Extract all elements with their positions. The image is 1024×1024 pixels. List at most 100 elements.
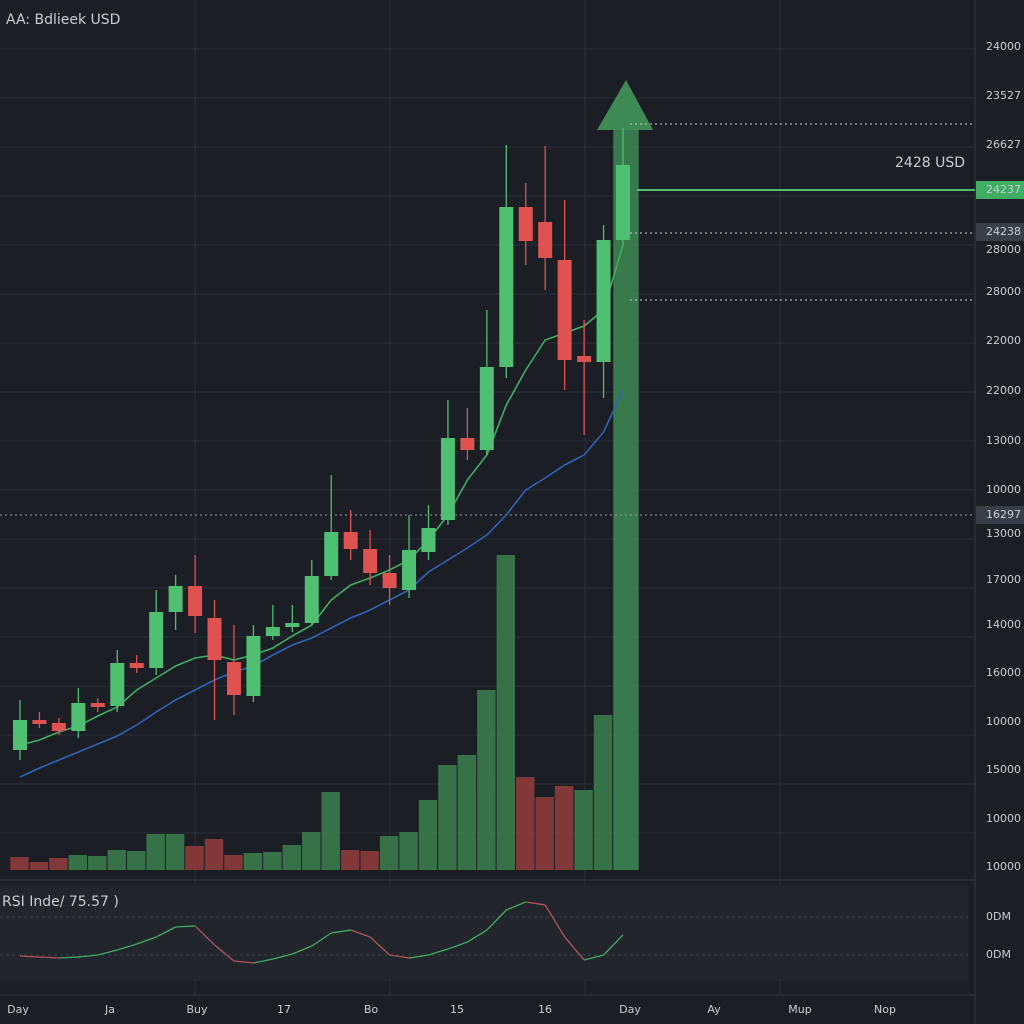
rsi-line <box>117 943 137 951</box>
candle-body <box>538 222 553 258</box>
volume-bar <box>146 834 165 870</box>
candle-body <box>382 573 397 588</box>
y-axis-label: 17000 <box>986 573 1021 586</box>
y-axis-label: 13000 <box>986 434 1021 447</box>
price-box <box>976 506 1024 524</box>
rsi-line <box>58 956 79 959</box>
volume-bar <box>107 850 126 870</box>
candle-body <box>324 532 339 576</box>
candle-body <box>596 240 611 362</box>
candle-body <box>90 703 105 707</box>
rsi-line <box>428 948 449 956</box>
price-box <box>976 181 1024 199</box>
rsi-line <box>447 941 468 950</box>
rsi-line <box>253 958 274 964</box>
rsi-line <box>233 960 254 964</box>
candle-body <box>577 356 592 362</box>
y-axis-label: 26627 <box>986 138 1021 151</box>
candle-body <box>285 623 300 627</box>
candle-body <box>71 703 86 731</box>
volume-bar <box>243 853 263 870</box>
x-axis-label: Day <box>7 1003 29 1016</box>
chart-title: AA: Bdlieek USD <box>6 12 120 28</box>
volume-bar <box>593 715 613 870</box>
volume-bar <box>613 130 639 870</box>
candle-body <box>460 438 475 450</box>
y-axis-label: 14000 <box>986 618 1021 631</box>
volume-bar <box>554 786 574 870</box>
volume-bar <box>224 855 243 870</box>
volume-bar <box>302 832 321 870</box>
candle-body <box>246 636 261 696</box>
rsi-panel <box>0 885 968 981</box>
candle-body <box>343 532 358 549</box>
candle-body <box>304 576 319 623</box>
candle-body <box>479 367 494 450</box>
rsi-line <box>350 929 371 938</box>
rsi-line <box>486 909 507 931</box>
volume-bar <box>282 845 302 870</box>
rsi-line <box>272 953 293 960</box>
price-box-label: 24237 <box>986 183 1021 196</box>
price-annotation: 2428 USD <box>895 155 965 171</box>
rsi-line <box>544 904 566 938</box>
rsi-line <box>136 936 157 945</box>
y-axis-label: 10000 <box>986 715 1021 728</box>
volume-bar <box>438 765 457 870</box>
volume-bar <box>457 755 477 870</box>
candle-body <box>51 723 66 731</box>
candle-body <box>518 207 533 241</box>
y-axis-label: 22000 <box>986 384 1021 397</box>
volume-bar <box>29 862 49 870</box>
candle-body <box>226 662 241 695</box>
y-axis-label: 23527 <box>986 89 1021 102</box>
rsi-line <box>97 949 118 956</box>
rsi-axis-label: 0DM <box>986 948 1011 961</box>
volume-bar <box>126 851 146 870</box>
rsi-title: RSI Inde/ 75.57 ) <box>2 894 119 910</box>
volume-bar <box>88 856 107 870</box>
price-box-label: 24238 <box>986 225 1021 238</box>
y-axis-label: 24000 <box>986 40 1021 53</box>
volume-bar <box>49 858 68 870</box>
y-axis-label: 15000 <box>986 763 1021 776</box>
rsi-line <box>19 955 40 958</box>
rsi-line <box>369 936 391 956</box>
volume-bar <box>535 797 554 870</box>
candle-body <box>265 627 280 636</box>
rsi-line <box>408 954 429 959</box>
y-axis-label: 13000 <box>986 527 1021 540</box>
candle-body <box>13 720 27 750</box>
rsi-line <box>214 944 235 962</box>
volume-bar <box>204 839 224 870</box>
volume-bar <box>496 555 516 870</box>
candle-body <box>129 663 144 668</box>
candle-body <box>168 586 183 612</box>
rsi-line <box>331 929 351 934</box>
moving-average <box>19 389 624 778</box>
candle-body <box>32 720 47 724</box>
rsi-line <box>292 945 313 955</box>
rsi-line <box>78 954 98 958</box>
rsi-line <box>506 901 526 911</box>
candle-body <box>421 528 436 552</box>
rsi-line <box>194 925 215 946</box>
rsi-axis-label: 0DM <box>986 910 1011 923</box>
x-axis-label: Ja <box>104 1003 115 1016</box>
x-axis-label: Buy <box>186 1003 208 1016</box>
volume-bar <box>418 800 438 870</box>
x-axis-label: Ay <box>707 1003 721 1016</box>
rsi-line <box>525 901 546 906</box>
y-axis-label: 10000 <box>986 812 1021 825</box>
candle-body <box>557 260 572 360</box>
x-axis-label: 17 <box>277 1003 291 1016</box>
volume-bar <box>340 850 360 870</box>
candle-body <box>499 207 514 367</box>
volume-bar <box>263 852 282 870</box>
volume-bar <box>379 836 399 870</box>
candle-body <box>363 549 378 573</box>
candle-body <box>149 612 164 668</box>
